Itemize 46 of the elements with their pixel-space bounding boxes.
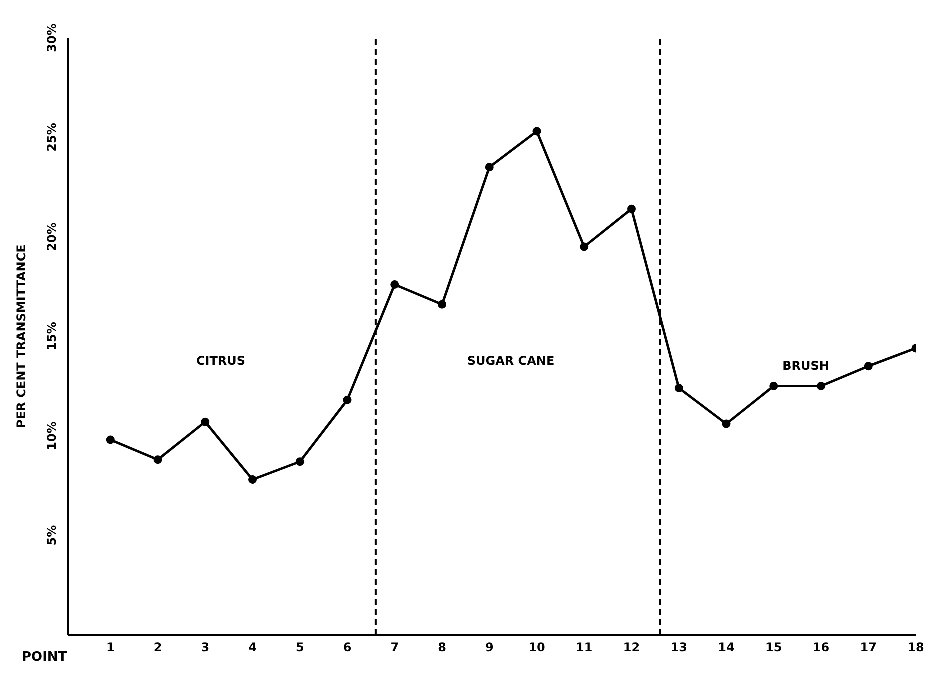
x-tick-label: 6 (343, 640, 352, 655)
annotation: CITRUS (196, 354, 246, 368)
point (106, 436, 115, 444)
point (674, 384, 684, 392)
point (343, 396, 352, 404)
y-tick-label: 15% (45, 322, 59, 351)
y-tick-label: 20% (45, 222, 59, 252)
x-tick-label: 3 (201, 640, 210, 655)
annotation: BRUSH (782, 359, 830, 373)
x-tick-label: 13 (670, 640, 688, 655)
x-tick-label: 7 (390, 640, 400, 655)
x-tick-label: 2 (154, 640, 162, 655)
y-tick-label: 10% (45, 422, 59, 450)
point (390, 280, 400, 290)
x-tick-label: 1 (106, 640, 115, 655)
point (485, 163, 494, 172)
point (580, 242, 589, 252)
x-tick-label: 18 (908, 640, 924, 655)
x-tick-label: 4 (248, 640, 257, 655)
x-tick-label: 11 (576, 640, 593, 655)
y-axis-title: PER CENT TRANSMITTANCE (14, 244, 28, 428)
x-tick-label: 17 (860, 640, 877, 655)
point (864, 362, 873, 371)
y-tick-label: 25% (45, 123, 59, 152)
point (438, 300, 447, 309)
x-tick-label: 8 (438, 640, 446, 655)
x-tick-label: 15 (766, 640, 782, 655)
point (154, 456, 162, 464)
x-tick-label: 5 (296, 640, 304, 655)
x-tick-label: 14 (718, 640, 735, 655)
x-tick-label: 10 (528, 640, 546, 655)
point (722, 420, 731, 428)
x-tick-label: 12 (623, 640, 640, 655)
y-tick-label: 5% (45, 525, 59, 546)
point (770, 382, 778, 390)
point (817, 382, 826, 390)
point (296, 458, 304, 466)
point (201, 418, 210, 426)
x-axis-title: POINT (22, 650, 68, 665)
y-tick-label: 30% (45, 24, 59, 52)
annotation: SUGAR CANE (467, 354, 555, 368)
point (532, 127, 542, 136)
point (248, 476, 258, 484)
x-tick-label: 16 (812, 640, 830, 655)
x-tick-label: 9 (485, 640, 494, 655)
point (628, 204, 636, 214)
